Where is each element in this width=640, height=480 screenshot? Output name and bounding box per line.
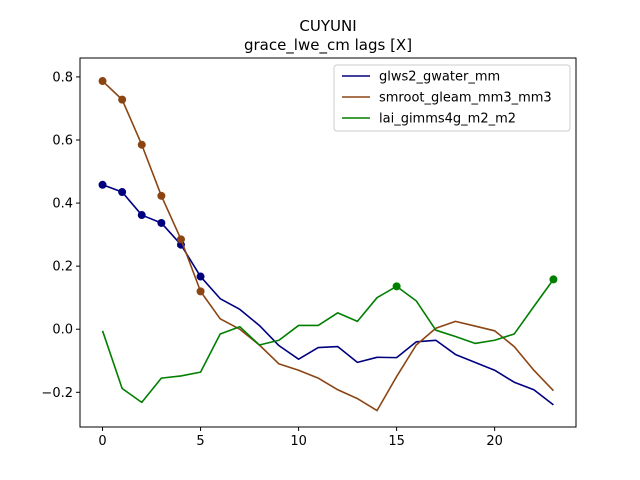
series-2-marker [157,191,166,200]
series-line-2 [101,80,555,412]
plot-area [98,77,558,412]
legend: glws2_gwater_mm smroot_gleam_mm3_mm3 lai_g… [333,64,571,132]
y-tick-label: 0.0 [52,323,73,338]
legend-label: lai_gimms4g_m2_m2 [379,112,516,127]
chart-subtitle: grace_lwe_cm lags [X] [244,36,412,55]
series-2-marker [137,140,146,149]
y-tick-label: 0.8 [52,70,73,85]
series-1-marker [196,272,205,281]
series-1-marker [137,211,146,220]
axes-frame [79,57,577,428]
legend-label: smroot_gleam_mm3_mm3 [379,91,552,106]
series-3-marker [549,275,558,284]
series-1-marker [98,180,107,189]
axes: 0 5 10 15 20 −0.2 0.0 0.2 0.4 0.6 0.8 [41,57,577,449]
series-2-marker [98,77,107,86]
series-line-3 [101,278,555,404]
series-2-marker [118,95,127,104]
series-1-marker [157,218,166,227]
y-tick-label: 0.4 [52,197,73,212]
chart-title: CUYUNI [299,17,356,35]
y-tick-label: 0.6 [52,134,73,149]
series-2-marker [176,235,185,244]
y-tick-label: 0.2 [52,260,73,275]
series-1-marker [118,188,127,197]
series-2-marker [196,287,205,296]
x-tick-label: 20 [486,434,503,449]
legend-box [333,64,571,132]
x-tick-label: 0 [98,434,106,449]
x-tick-label: 15 [388,434,405,449]
x-tick-label: 10 [290,434,307,449]
x-tick-label: 5 [196,434,204,449]
y-tick-label: −0.2 [41,386,73,401]
series-3-marker [392,282,401,291]
legend-label: glws2_gwater_mm [379,70,500,85]
